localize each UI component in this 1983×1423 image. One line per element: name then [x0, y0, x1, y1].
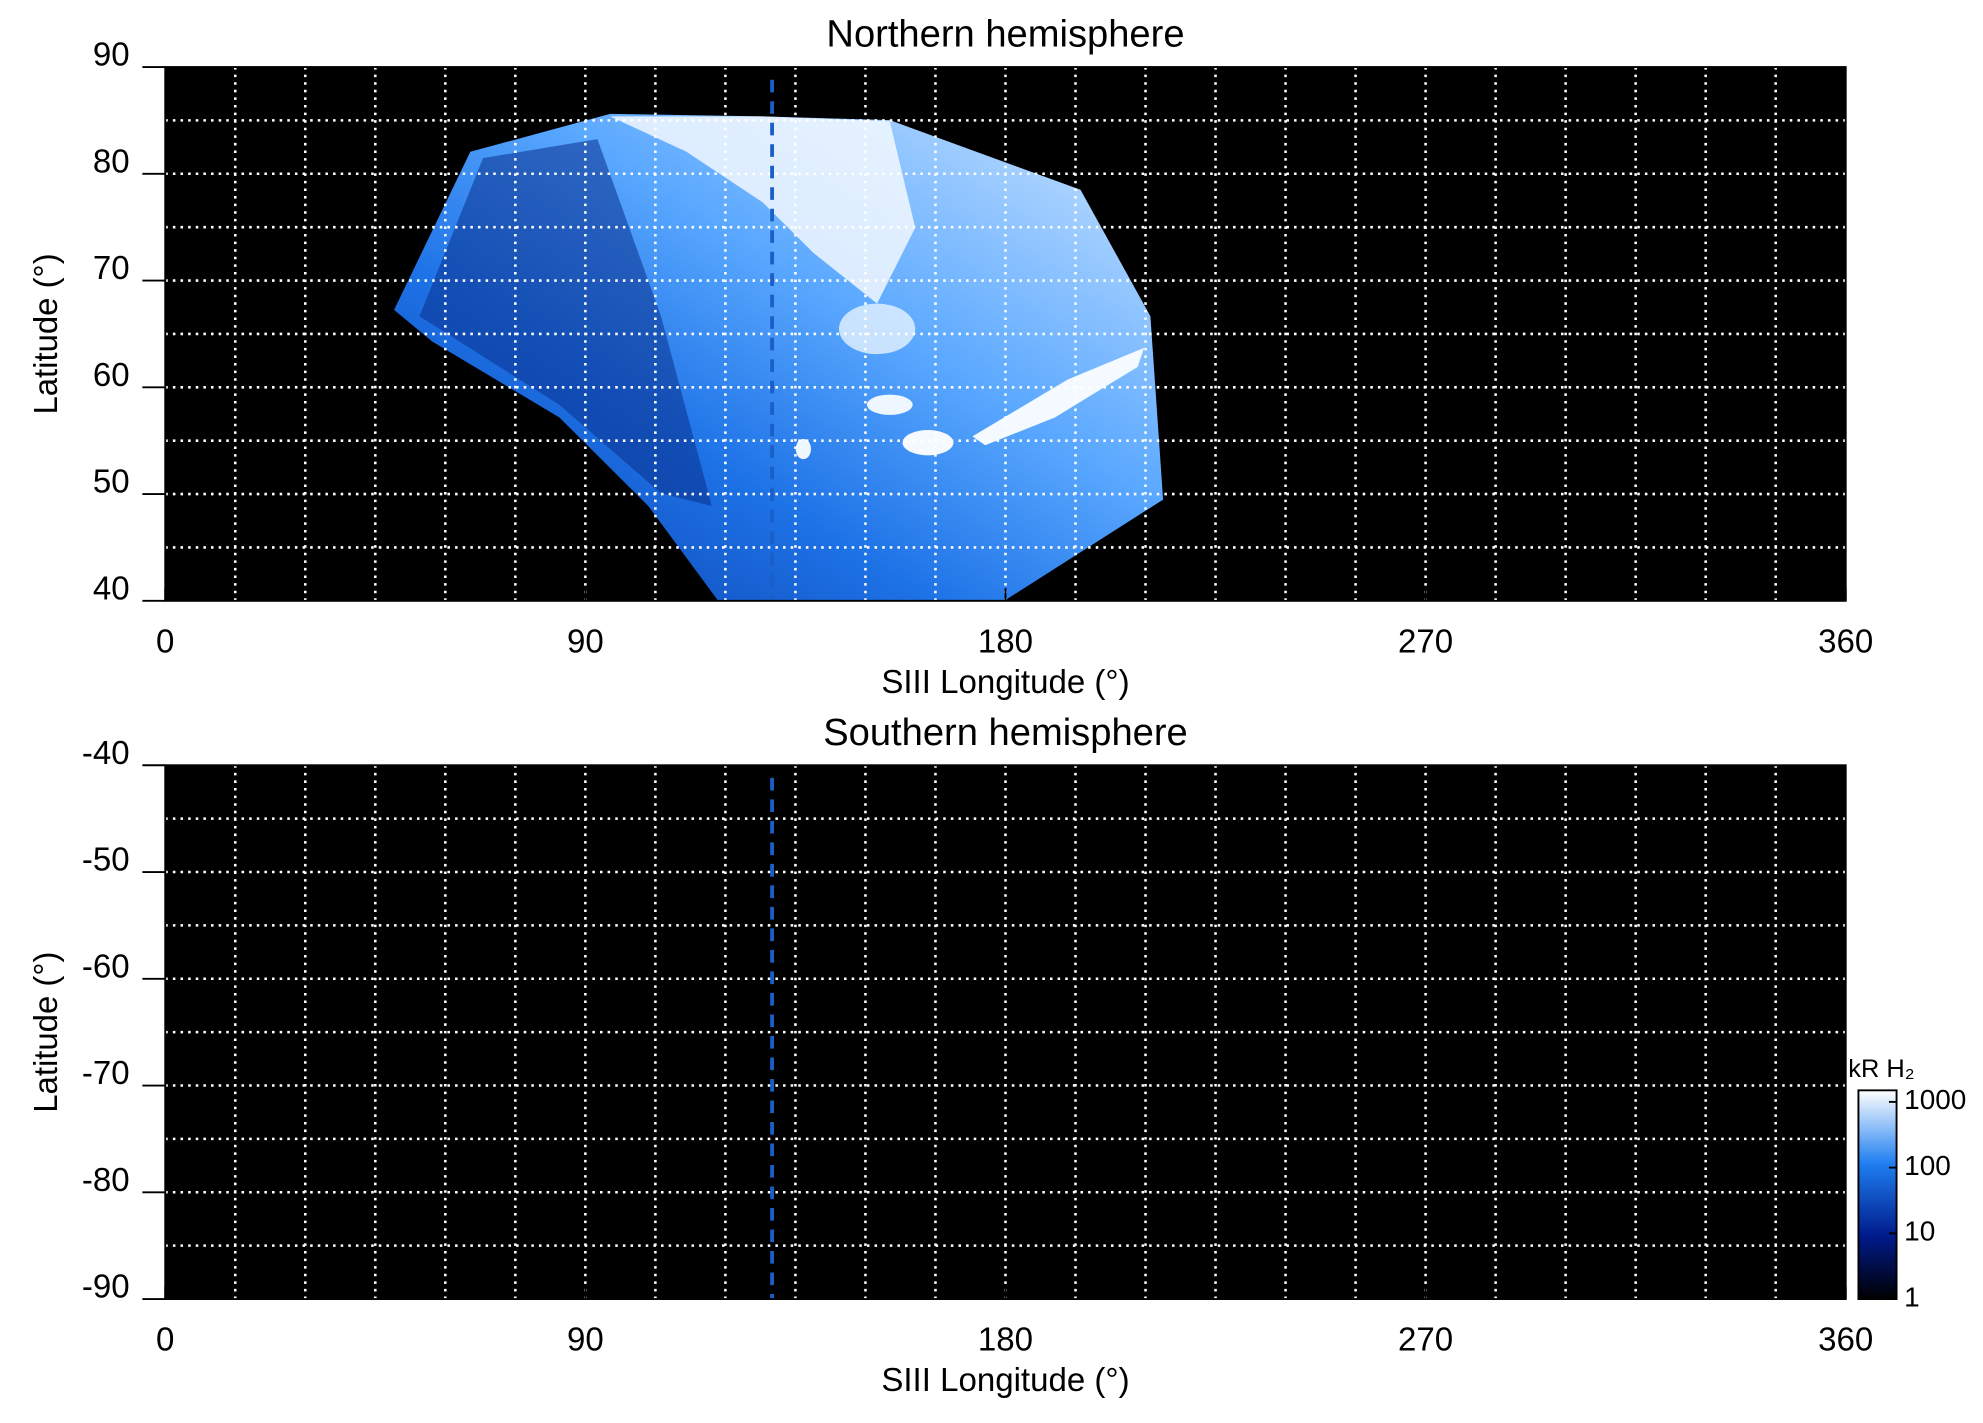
y-tick-label: -80: [82, 1161, 130, 1198]
x-tick-label: 180: [978, 623, 1033, 660]
y-tick-label: 60: [93, 356, 130, 393]
y-tick-label: 50: [93, 463, 130, 500]
chart-title: Northern hemisphere: [826, 14, 1184, 56]
x-tick-label: 360: [1818, 623, 1873, 660]
colorbar-label: kR H₂: [1848, 1055, 1914, 1083]
x-tick-label: 270: [1398, 1321, 1453, 1358]
panel: 0 90 180 270 360 -40 -50 -60 -70 -80 -90 Southern h…: [27, 712, 1966, 1398]
colorbar-tick-label: 100: [1904, 1150, 1951, 1181]
y-tick-label: 80: [93, 142, 130, 179]
colorbar-tick-label: 1000: [1904, 1084, 1966, 1115]
y-tick-label: 70: [93, 249, 130, 286]
colorbar: [1857, 1089, 1898, 1300]
x-axis-label: SIII Longitude (°): [881, 1361, 1129, 1398]
chart-title: Southern hemisphere: [823, 712, 1188, 754]
x-axis-label: SIII Longitude (°): [881, 663, 1129, 700]
x-tick-label: 270: [1398, 623, 1453, 660]
y-tick-label: -50: [82, 841, 130, 878]
y-axis-label: Latitude (°): [27, 952, 64, 1113]
y-tick-label: -70: [82, 1054, 130, 1091]
y-tick-label: 40: [93, 569, 130, 606]
y-tick-label: -60: [82, 947, 130, 984]
x-tick-label: 90: [567, 623, 604, 660]
x-tick-label: 0: [156, 1321, 174, 1358]
colorbar-tick-label: 10: [1904, 1216, 1935, 1247]
panel: 0 90 180 270 360 40 50 60 70 80 90 Northern hemisph…: [27, 14, 1873, 700]
y-axis-label: Latitude (°): [27, 253, 64, 414]
x-tick-label: 180: [978, 1321, 1033, 1358]
y-tick-label: -90: [82, 1268, 130, 1305]
y-tick-label: 90: [93, 36, 130, 73]
colorbar-tick-label: 1: [1904, 1281, 1920, 1312]
y-tick-label: -40: [82, 734, 130, 771]
x-tick-label: 360: [1818, 1321, 1873, 1358]
x-tick-label: 0: [156, 623, 174, 660]
x-tick-label: 90: [567, 1321, 604, 1358]
